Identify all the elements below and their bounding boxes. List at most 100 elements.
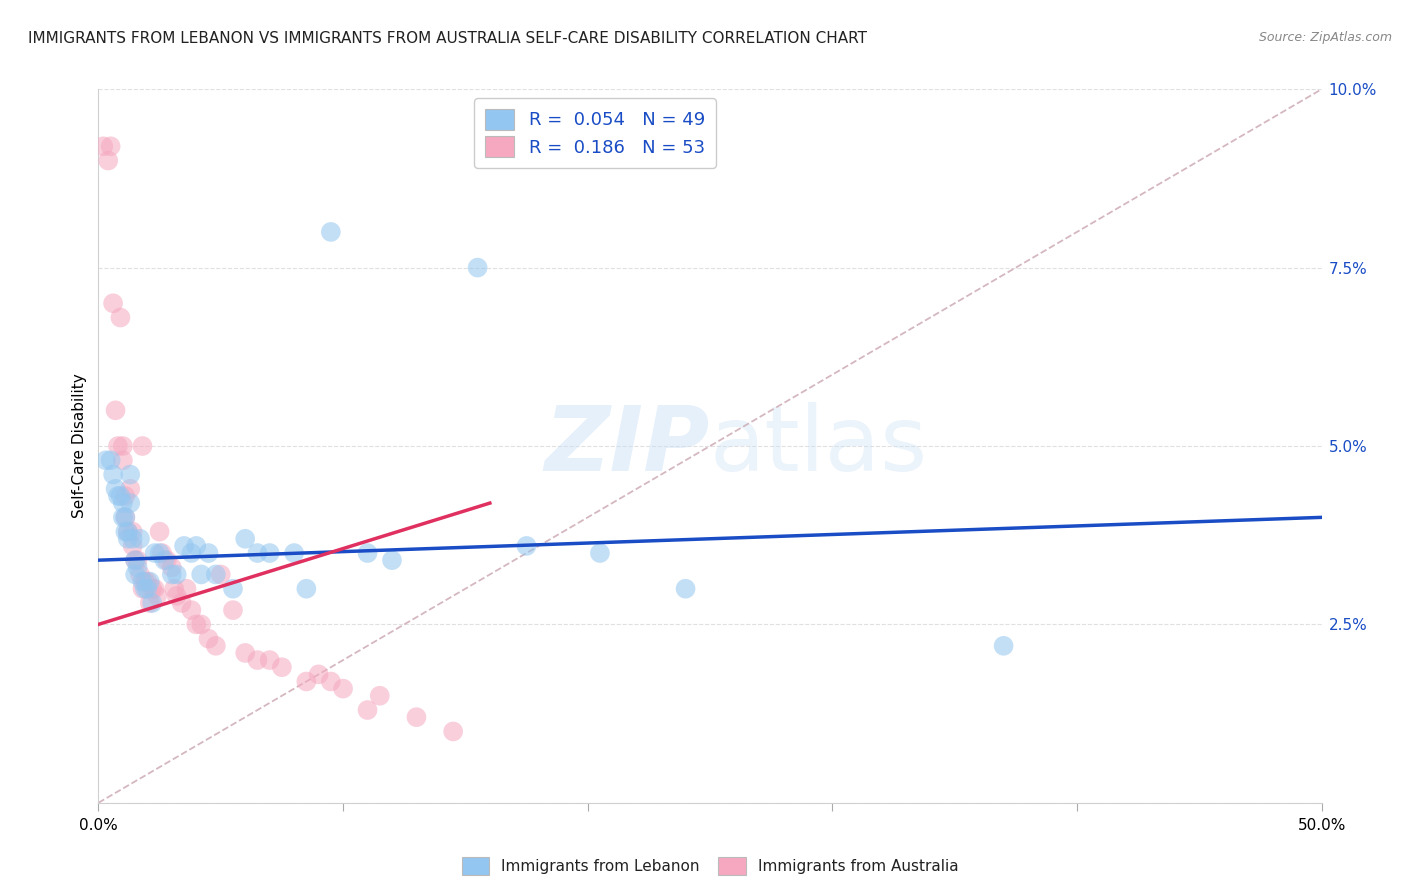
Point (675, 582, 697, 596)
Point (180, 546, 202, 560)
Point (368, 689, 391, 703)
Point (129, 532, 152, 546)
Point (467, 260, 489, 275)
Point (270, 660, 294, 674)
Point (117, 532, 139, 546)
Point (124, 553, 146, 567)
Point (141, 582, 163, 596)
Point (120, 467, 142, 482)
Point (107, 439, 129, 453)
Point (441, 724, 464, 739)
Point (295, 582, 318, 596)
Point (143, 546, 166, 560)
Point (121, 532, 143, 546)
Point (173, 539, 195, 553)
Point (114, 489, 136, 503)
Point (186, 617, 208, 632)
Point (101, 467, 124, 482)
Point (124, 567, 146, 582)
Point (149, 546, 172, 560)
Point (139, 596, 162, 610)
Point (197, 632, 219, 646)
Point (246, 653, 269, 667)
Point (222, 603, 245, 617)
Point (139, 574, 162, 589)
Point (233, 646, 256, 660)
Point (381, 553, 404, 567)
Point (589, 546, 612, 560)
Text: ZIP: ZIP (544, 402, 710, 490)
Point (308, 667, 330, 681)
Point (405, 710, 427, 724)
Point (356, 546, 378, 560)
Point (259, 653, 281, 667)
Point (332, 681, 354, 696)
Point (197, 546, 219, 560)
Point (100, 453, 122, 467)
Point (136, 574, 159, 589)
Point (259, 546, 281, 560)
Point (91, 139, 114, 153)
Point (94, 453, 117, 467)
Point (205, 639, 228, 653)
Point (114, 510, 136, 524)
Point (131, 574, 153, 589)
Point (134, 582, 156, 596)
Point (993, 639, 1015, 653)
Point (131, 439, 153, 453)
Point (143, 582, 166, 596)
Point (160, 567, 183, 582)
Point (134, 574, 156, 589)
Point (100, 139, 122, 153)
Text: Source: ZipAtlas.com: Source: ZipAtlas.com (1258, 31, 1392, 45)
Point (295, 674, 318, 689)
Point (186, 539, 208, 553)
Point (124, 553, 146, 567)
Point (121, 539, 143, 553)
Point (160, 560, 183, 574)
Point (114, 524, 136, 539)
Point (111, 496, 134, 510)
Point (127, 560, 149, 574)
Point (114, 510, 136, 524)
Point (104, 482, 127, 496)
Point (163, 582, 186, 596)
Point (233, 532, 256, 546)
Point (246, 546, 269, 560)
Y-axis label: Self-Care Disability: Self-Care Disability (72, 374, 87, 518)
Point (111, 510, 134, 524)
Point (356, 703, 378, 717)
Point (209, 567, 232, 582)
Point (136, 582, 159, 596)
Point (190, 617, 212, 632)
Point (141, 596, 163, 610)
Point (117, 524, 139, 539)
Point (111, 439, 134, 453)
Point (97, 153, 120, 168)
Point (319, 674, 342, 689)
Point (153, 553, 176, 567)
Point (146, 589, 169, 603)
Point (110, 489, 132, 503)
Point (180, 603, 202, 617)
Point (190, 567, 212, 582)
Point (166, 589, 188, 603)
Point (110, 310, 132, 325)
Point (129, 567, 152, 582)
Point (156, 553, 179, 567)
Text: IMMIGRANTS FROM LEBANON VS IMMIGRANTS FROM AUSTRALIA SELF-CARE DISABILITY CORREL: IMMIGRANTS FROM LEBANON VS IMMIGRANTS FR… (28, 31, 868, 46)
Point (121, 524, 143, 539)
Point (127, 553, 149, 567)
Point (176, 582, 198, 596)
Point (205, 567, 228, 582)
Point (515, 539, 537, 553)
Legend: Immigrants from Lebanon, Immigrants from Australia: Immigrants from Lebanon, Immigrants from… (456, 851, 965, 880)
Point (283, 546, 305, 560)
Point (104, 403, 127, 417)
Point (170, 596, 193, 610)
Point (149, 524, 172, 539)
Text: atlas: atlas (710, 402, 928, 490)
Point (101, 296, 124, 310)
Point (117, 524, 139, 539)
Point (120, 496, 142, 510)
